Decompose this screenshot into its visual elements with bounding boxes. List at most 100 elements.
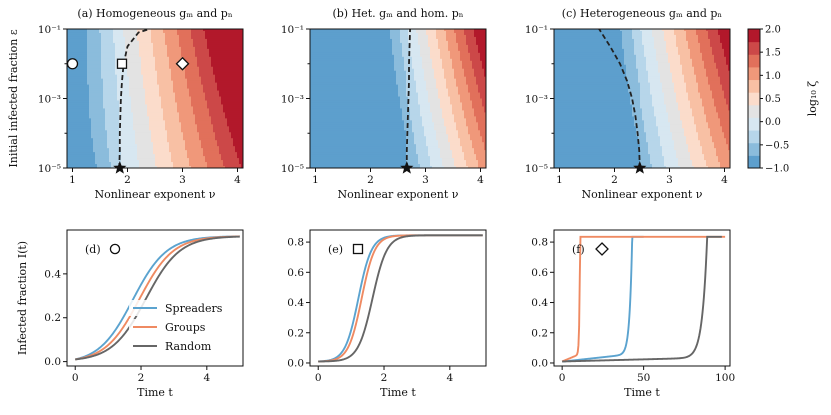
- heatmap-cell: [101, 50, 104, 54]
- heatmap-cell: [169, 160, 172, 163]
- heatmap-cell: [207, 126, 210, 129]
- heatmap-cell: [199, 84, 202, 88]
- heatmap-cell: [203, 74, 206, 78]
- heatmap-cell: [149, 162, 152, 165]
- heatmap-cell: [111, 116, 114, 119]
- heatmap-cell: [129, 162, 132, 165]
- heatmap-cell: [107, 80, 110, 84]
- heatmap-cell: [191, 118, 194, 121]
- heatmap-cell: [131, 48, 134, 52]
- heatmap-cell: [87, 116, 90, 119]
- heatmap-cell: [181, 32, 184, 36]
- heatmap-cell: [143, 128, 146, 131]
- heatmap-cell: [141, 148, 144, 151]
- heatmap-cell: [209, 60, 212, 64]
- heatmap-cell: [203, 144, 206, 147]
- heatmap-cell: [153, 138, 156, 141]
- heatmap-cell: [81, 112, 84, 115]
- heatmap-cell: [77, 38, 80, 42]
- heatmap-cell: [147, 126, 150, 129]
- heatmap-cell: [99, 144, 102, 147]
- heatmap-cell: [185, 142, 188, 145]
- heatmap-cell: [67, 158, 70, 161]
- heatmap-cell: [89, 138, 92, 141]
- heatmap-cell: [67, 134, 70, 137]
- heatmap-cell: [121, 116, 124, 119]
- heatmap-cell: [131, 60, 134, 64]
- heatmap-cell: [101, 152, 104, 155]
- heatmap-cell: [203, 66, 206, 70]
- heatmap-cell: [189, 160, 192, 163]
- heatmap-cell: [95, 124, 98, 127]
- heatmap-cell: [103, 80, 106, 84]
- heatmap-cell: [205, 40, 208, 44]
- heatmap-cell: [109, 130, 112, 133]
- heatmap-cell: [177, 102, 180, 106]
- heatmap-cell: [151, 86, 154, 90]
- heatmap-cell: [205, 66, 208, 70]
- heatmap-cell: [207, 150, 210, 153]
- heatmap-cell: [69, 80, 72, 84]
- heatmap-cell: [165, 32, 168, 36]
- heatmap-cell: [201, 138, 204, 141]
- heatmap-cell: [189, 44, 192, 48]
- heatmap-cell: [189, 90, 192, 94]
- heatmap-cell: [155, 42, 158, 46]
- heatmap-cell: [103, 114, 106, 117]
- heatmap-cell: [93, 44, 96, 48]
- heatmap-cell: [195, 86, 198, 90]
- heatmap-cell: [135, 148, 138, 151]
- heatmap-cell: [89, 72, 92, 76]
- heatmap-cell: [129, 110, 132, 113]
- heatmap-cell: [67, 116, 70, 119]
- heatmap-cell: [187, 112, 190, 115]
- heatmap-cell: [105, 144, 108, 147]
- heatmap-cell: [131, 44, 134, 48]
- heatmap-cell: [91, 116, 94, 119]
- heatmap-cell: [107, 128, 110, 131]
- heatmap-cell: [105, 30, 108, 34]
- heatmap-cell: [169, 152, 172, 155]
- heatmap-cell: [107, 154, 110, 157]
- heatmap-cell: [119, 74, 122, 78]
- heatmap-cell: [137, 142, 140, 145]
- heatmap-cell: [129, 34, 132, 38]
- heatmap-cell: [161, 130, 164, 133]
- heatmap-cell: [109, 146, 112, 149]
- heatmap-cell: [71, 108, 74, 112]
- heatmap-cell: [203, 102, 206, 106]
- heatmap-cell: [201, 29, 204, 32]
- heatmap-cell: [137, 92, 140, 96]
- heatmap-cell: [189, 78, 192, 82]
- heatmap-cell: [153, 106, 156, 110]
- heatmap-cell: [129, 52, 132, 56]
- heatmap-cell: [187, 88, 190, 92]
- heatmap-cell: [127, 38, 130, 42]
- heatmap-cell: [139, 124, 142, 127]
- heatmap-cell: [115, 60, 118, 64]
- heatmap-cell: [91, 154, 94, 157]
- heatmap-cell: [67, 84, 70, 88]
- heatmap-cell: [67, 122, 70, 125]
- heatmap-cell: [119, 50, 122, 54]
- heatmap-cell: [203, 56, 206, 60]
- heatmap-cell: [127, 64, 130, 68]
- heatmap-cell: [115, 94, 118, 98]
- heatmap-cell: [77, 44, 80, 48]
- heatmap-cell: [131, 90, 134, 94]
- heatmap-cell: [131, 92, 134, 96]
- heatmap-cell: [73, 108, 76, 112]
- heatmap-cell: [115, 30, 118, 34]
- heatmap-cell: [129, 136, 132, 139]
- heatmap-cell: [131, 124, 134, 127]
- heatmap-cell: [199, 146, 202, 149]
- heatmap-cell: [167, 162, 170, 165]
- heatmap-cell: [95, 86, 98, 90]
- heatmap-cell: [93, 30, 96, 34]
- heatmap-cell: [97, 92, 100, 96]
- heatmap-cell: [123, 78, 126, 82]
- heatmap-cell: [129, 78, 132, 82]
- heatmap-cell: [127, 166, 130, 168]
- heatmap-cell: [203, 34, 206, 38]
- heatmap-cell: [121, 92, 124, 96]
